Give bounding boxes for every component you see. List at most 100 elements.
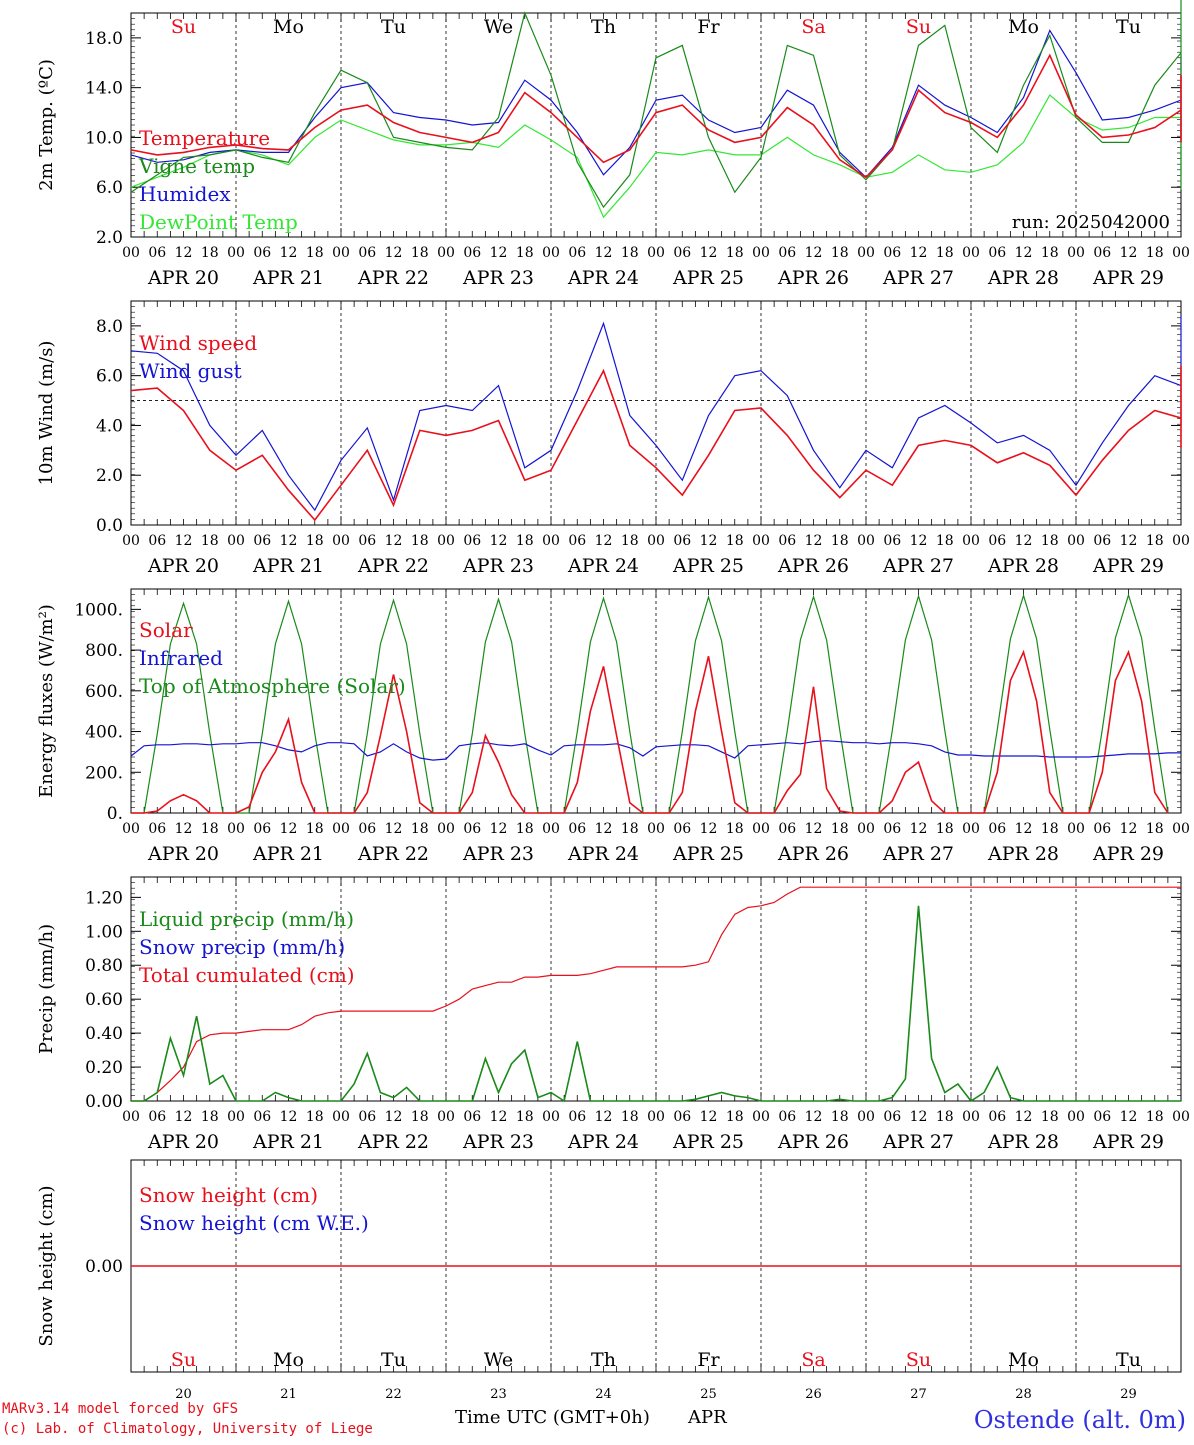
- hour-tick-label: 00: [227, 821, 245, 837]
- hour-tick-label: 06: [253, 533, 271, 549]
- hour-tick-label: 00: [437, 533, 455, 549]
- date-label: APR 29: [1092, 1131, 1164, 1153]
- hour-tick-label: 00: [227, 533, 245, 549]
- hour-tick-label: 18: [936, 821, 954, 837]
- date-label: APR 27: [882, 555, 954, 577]
- day-name-label: Mo: [273, 1349, 304, 1371]
- legend-entry: Top of Atmosphere (Solar): [139, 674, 406, 698]
- plot-frame: [130, 588, 1182, 814]
- date-label: APR 25: [672, 267, 744, 289]
- hour-tick-label: 12: [175, 821, 193, 837]
- hour-tick-label: 06: [883, 821, 901, 837]
- hour-tick-label: 06: [988, 533, 1006, 549]
- y-tick-label: 0.20: [85, 1058, 123, 1078]
- day-number-label: 28: [1015, 1387, 1032, 1402]
- y-tick-label: 4.0: [96, 416, 123, 436]
- date-label: APR 29: [1092, 267, 1164, 289]
- hour-tick-label: 00: [122, 245, 140, 261]
- hour-tick-label: 12: [1120, 533, 1138, 549]
- hour-tick-label: 12: [490, 1109, 508, 1125]
- y-tick-label: 18.0: [85, 29, 123, 49]
- y-tick-label: 0.40: [85, 1024, 123, 1044]
- hour-tick-label: 12: [280, 821, 298, 837]
- series-line-liquid-precip-mm-h: [131, 905, 1181, 1103]
- hour-tick-label: 18: [201, 533, 219, 549]
- y-axis-label: 10m Wind (m/s): [36, 341, 57, 486]
- hour-tick-label: 12: [1120, 245, 1138, 261]
- hour-tick-label: 18: [831, 821, 849, 837]
- date-label: APR 29: [1092, 843, 1164, 865]
- day-name-label: Tu: [381, 1349, 406, 1371]
- hour-tick-label: 18: [1041, 245, 1059, 261]
- hour-tick-label: 00: [857, 821, 875, 837]
- series-line-solar: [131, 649, 1169, 814]
- hour-tick-label: 12: [910, 533, 928, 549]
- date-label: APR 28: [987, 555, 1059, 577]
- day-name-label: Tu: [1116, 16, 1141, 38]
- hour-tick-label: 18: [411, 245, 429, 261]
- hour-tick-label: 06: [463, 245, 481, 261]
- hour-tick-label: 12: [385, 245, 403, 261]
- hour-tick-label: 18: [621, 821, 639, 837]
- hour-tick-label: 12: [175, 245, 193, 261]
- hour-tick-label: 12: [805, 245, 823, 261]
- x-axis-label: Time UTC (GMT+0h): [455, 1407, 650, 1428]
- day-name-label: Th: [591, 1349, 616, 1371]
- hour-tick-label: 00: [332, 533, 350, 549]
- day-name-label: Su: [906, 1349, 931, 1371]
- date-label: APR 27: [882, 843, 954, 865]
- hour-tick-label: 00: [542, 821, 560, 837]
- hour-tick-label: 12: [700, 533, 718, 549]
- hour-tick-label: 18: [1146, 821, 1164, 837]
- hour-tick-label: 00: [437, 245, 455, 261]
- hour-tick-label: 18: [306, 533, 324, 549]
- hour-tick-label: 18: [201, 245, 219, 261]
- y-tick-label: 200.: [85, 763, 123, 783]
- panel-precip: 0.00 0.20 0.40 0.60 0.80 1.00 1.20 Precip (mm/h…: [36, 876, 1190, 1153]
- day-number-label: 20: [175, 1387, 192, 1402]
- hour-tick-label: 00: [122, 533, 140, 549]
- hour-tick-label: 06: [568, 1109, 586, 1125]
- hour-tick-label: 00: [1172, 1109, 1190, 1125]
- hour-tick-label: 18: [831, 245, 849, 261]
- hour-tick-label: 12: [805, 821, 823, 837]
- date-label: APR 22: [357, 843, 429, 865]
- hour-tick-label: 12: [700, 1109, 718, 1125]
- hour-tick-label: 18: [1146, 533, 1164, 549]
- date-label: APR 23: [462, 1131, 534, 1153]
- run-annotation: run: 2025042000: [1012, 212, 1170, 233]
- panel-snow: 0.00 Snow height (cm) Snow height (cm) Snow…: [36, 1159, 1182, 1402]
- hour-tick-label: 00: [752, 821, 770, 837]
- y-tick-label: 0.00: [85, 1092, 123, 1112]
- x-axis-month: APR: [687, 1407, 727, 1428]
- hour-tick-label: 12: [1015, 821, 1033, 837]
- hour-tick-label: 06: [253, 821, 271, 837]
- hour-tick-label: 18: [201, 1109, 219, 1125]
- y-tick-label: 1000.: [74, 600, 123, 620]
- date-label: APR 21: [252, 555, 324, 577]
- hour-tick-label: 06: [148, 533, 166, 549]
- hour-tick-label: 00: [1172, 533, 1190, 549]
- hour-tick-label: 00: [647, 245, 665, 261]
- hour-tick-label: 00: [962, 245, 980, 261]
- day-name-label: We: [484, 1349, 513, 1371]
- y-tick-label: 600.: [85, 682, 123, 702]
- day-name-label: Mo: [1008, 1349, 1039, 1371]
- y-tick-label: 2.0: [96, 228, 123, 248]
- hour-tick-label: 06: [568, 245, 586, 261]
- date-label: APR 21: [252, 1131, 324, 1153]
- hour-tick-label: 12: [1120, 1109, 1138, 1125]
- hour-tick-label: 12: [490, 245, 508, 261]
- hour-tick-label: 06: [778, 245, 796, 261]
- hour-tick-label: 00: [857, 1109, 875, 1125]
- hour-tick-label: 06: [463, 1109, 481, 1125]
- footer-model: MARv3.14 model forced by GFS: [2, 1401, 238, 1417]
- legend-entry: Temperature: [139, 126, 270, 150]
- date-label: APR 26: [777, 555, 849, 577]
- panel-temp: 2.0 6.0 10.0 14.0 18.0 2m Temp. (ºC) Temperatu…: [36, 0, 1190, 289]
- hour-tick-label: 18: [726, 245, 744, 261]
- hour-tick-label: 06: [463, 821, 481, 837]
- hour-tick-label: 06: [988, 821, 1006, 837]
- hour-tick-label: 00: [332, 821, 350, 837]
- hour-tick-label: 06: [148, 1109, 166, 1125]
